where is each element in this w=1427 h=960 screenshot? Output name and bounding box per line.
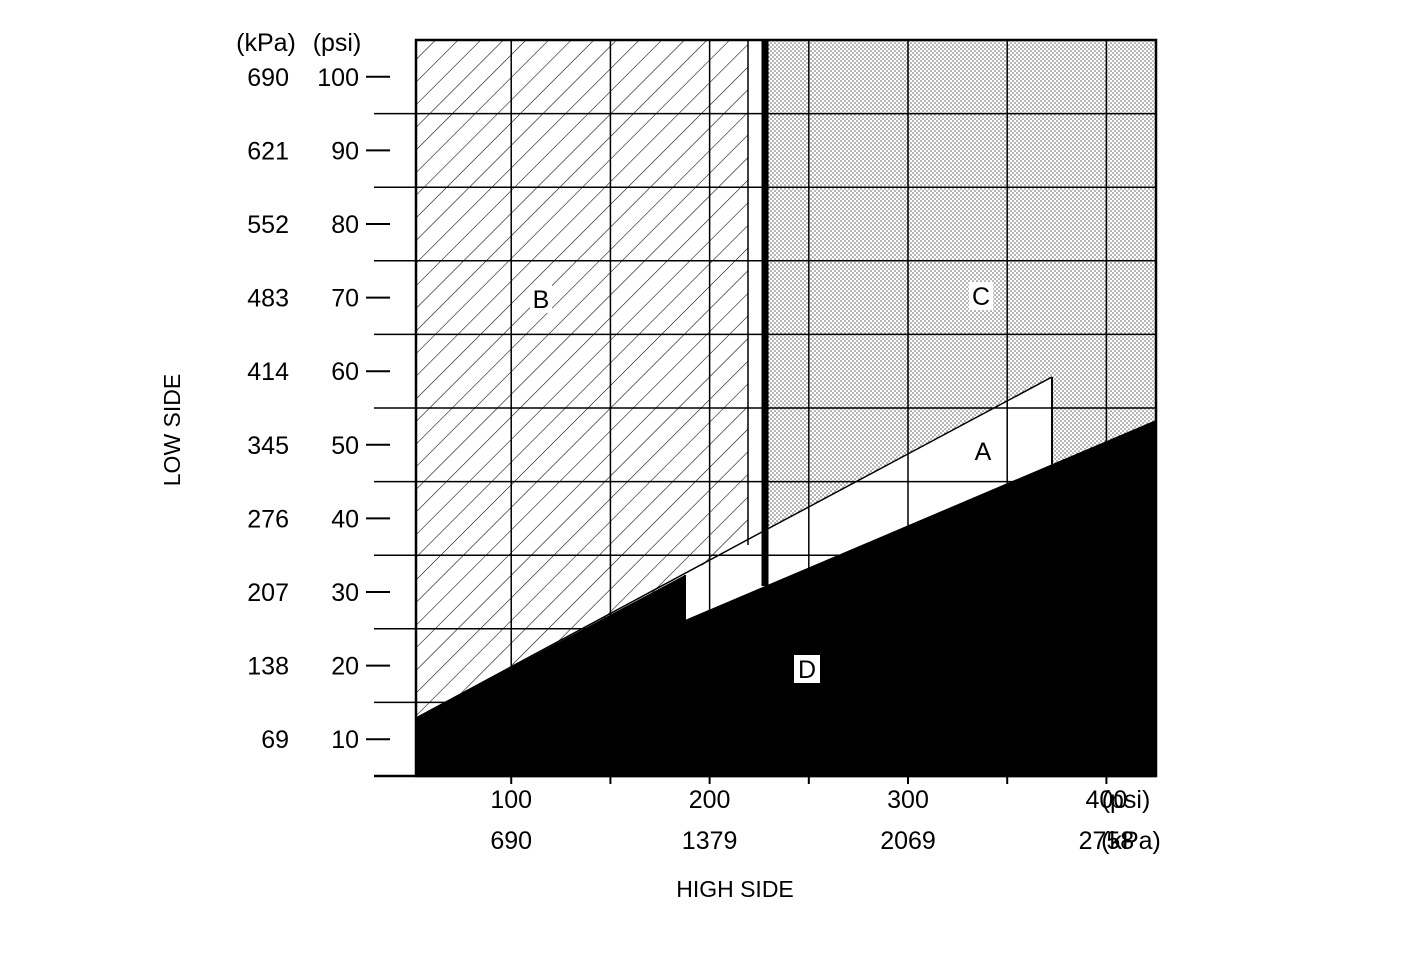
y-tick-label-kpa: 207 xyxy=(247,579,289,607)
chart-frame xyxy=(374,38,1158,778)
y-tick-label-psi: 100 xyxy=(317,64,359,92)
y-tick-label-kpa: 621 xyxy=(247,137,289,165)
y-tick-label-kpa: 69 xyxy=(261,726,289,754)
x-unit-kpa: (kPa) xyxy=(1101,827,1161,855)
region-label-a: A xyxy=(975,438,992,466)
x-tick-label-kpa: 690 xyxy=(490,827,532,855)
x-tick-label-kpa: 1379 xyxy=(682,827,738,855)
region-label-b: B xyxy=(533,286,550,314)
y-tick-label-psi: 70 xyxy=(331,285,359,313)
x-tick-label-psi: 400 xyxy=(1086,786,1128,814)
region-fills xyxy=(416,40,1156,776)
y-tick-label-kpa: 690 xyxy=(247,64,289,92)
region-label-c: C xyxy=(972,283,990,311)
y-tick-labels-psi: 10 20 30 40 50 60 70 80 90 100 xyxy=(317,64,359,754)
y-tick-label-kpa: 276 xyxy=(247,505,289,533)
region-b-hatched xyxy=(416,40,748,718)
y-axis-title: LOW SIDE xyxy=(159,374,185,486)
x-tick-label-psi: 300 xyxy=(887,786,929,814)
x-unit-psi: (psi) xyxy=(1102,786,1151,814)
x-tick-label-kpa: 2069 xyxy=(880,827,936,855)
y-tick-label-kpa: 138 xyxy=(247,653,289,681)
y-tick-label-psi: 60 xyxy=(331,358,359,386)
y-unit-psi: (psi) xyxy=(313,29,362,57)
region-labels: B C A D xyxy=(530,282,993,684)
region-d-solid xyxy=(416,420,1156,776)
region-label-d: D xyxy=(798,656,816,684)
y-unit-kpa: (kPa) xyxy=(236,29,296,57)
region-c-stippled xyxy=(765,40,1156,535)
x-axis: 100 200 300 400 690 1379 2069 2758 (psi) (kPa)… xyxy=(490,786,1160,902)
y-tick-label-psi: 80 xyxy=(331,211,359,239)
x-tick-label-psi: 100 xyxy=(490,786,532,814)
y-tick-label-psi: 40 xyxy=(331,505,359,533)
y-tick-label-kpa: 414 xyxy=(247,358,289,386)
x-tick-labels-psi: 100 200 300 400 xyxy=(490,786,1127,814)
y-tick-label-psi: 20 xyxy=(331,653,359,681)
y-tick-label-kpa: 552 xyxy=(247,211,289,239)
x-axis-ticks xyxy=(510,776,1108,784)
x-tick-label-psi: 200 xyxy=(689,786,731,814)
y-tick-label-kpa: 345 xyxy=(247,432,289,460)
y-tick-labels-kpa: 69 138 207 276 345 414 483 552 621 690 xyxy=(247,64,289,754)
y-tick-label-psi: 30 xyxy=(331,579,359,607)
y-tick-label-kpa: 483 xyxy=(247,285,289,313)
x-tick-labels-kpa: 690 1379 2069 2758 xyxy=(490,827,1134,855)
region-a-band xyxy=(685,377,1052,620)
y-axis-ticks xyxy=(366,75,390,741)
x-axis-title: HIGH SIDE xyxy=(676,876,794,902)
y-tick-label-psi: 90 xyxy=(331,137,359,165)
y-tick-label-psi: 50 xyxy=(331,432,359,460)
x-tick-label-kpa: 2758 xyxy=(1079,827,1135,855)
y-axis: (kPa) (psi) 6913820727634541448355262169… xyxy=(159,29,361,754)
y-tick-label-psi: 10 xyxy=(331,726,359,754)
